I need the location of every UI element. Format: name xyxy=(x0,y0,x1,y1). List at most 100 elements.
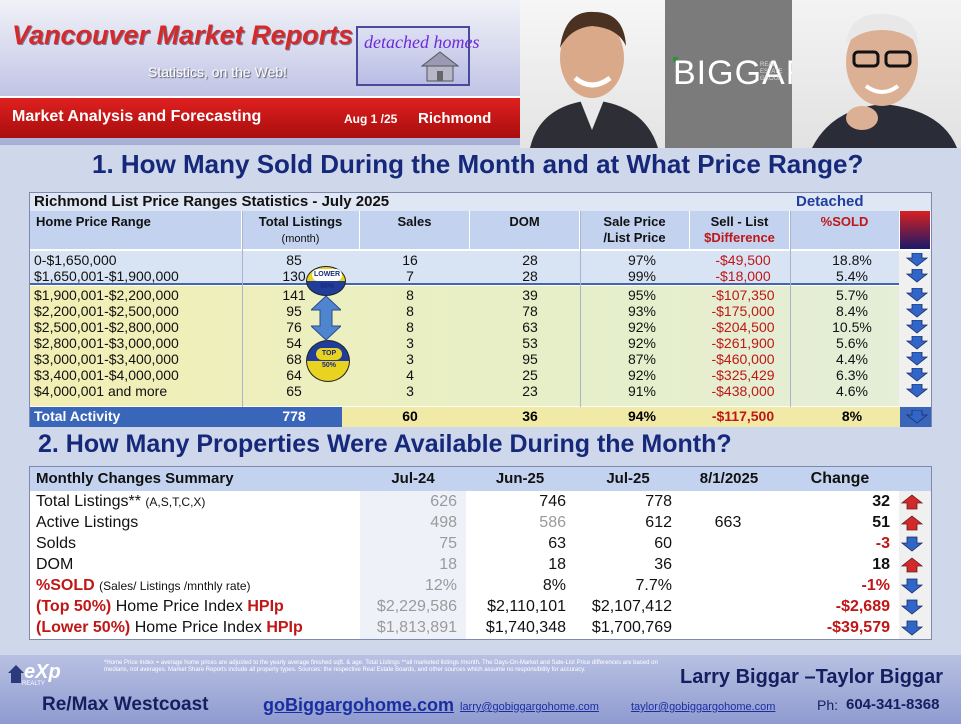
summary-row: Total Listings** (A,S,T,C,X) 626 746 778 32 xyxy=(30,492,931,513)
cell-c3: $2,107,412 xyxy=(591,598,672,615)
cell-ratio: 92% xyxy=(627,319,657,335)
cell-c1: 75 xyxy=(439,535,457,552)
cell-diff: -$460,000 xyxy=(711,351,775,367)
cell-change: -3 xyxy=(875,535,890,552)
col-header-diff: Sell - List $Difference xyxy=(690,211,790,249)
cell-diff: -$18,000 xyxy=(715,268,771,284)
cell-ratio: 97% xyxy=(627,252,657,268)
footer-disclaimer: *Home Price Index = average home prices … xyxy=(104,660,658,673)
col-header-aug: 8/1/2025 xyxy=(699,470,759,487)
total-label: Total Activity xyxy=(34,408,121,424)
email-larry-link[interactable]: larry@gobiggargohome.com xyxy=(460,701,599,713)
lower-50-band xyxy=(30,251,900,283)
summary-row-label: (Top 50%) Home Price Index HPIp xyxy=(36,598,284,616)
down-arrow-icon xyxy=(901,599,923,615)
cell-total: 130 xyxy=(282,268,306,284)
person-portrait-icon xyxy=(530,11,658,148)
up-down-arrow-icon xyxy=(311,296,341,340)
cell-dom: 53 xyxy=(522,335,538,351)
down-arrow-icon xyxy=(901,620,923,636)
lower-top-separator xyxy=(30,283,900,285)
header-banner: Vancouver Market Reports Statistics, on … xyxy=(0,0,520,145)
cell-dom: 23 xyxy=(522,383,538,399)
price-range-row: $2,200,001-$2,500,000 95 8 78 93% -$175,000 8.… xyxy=(30,303,900,319)
cell-sales: 8 xyxy=(406,319,414,335)
header-red-bar: Market Analysis and Forecasting Aug 1 /2… xyxy=(0,96,520,138)
logo-subtext: REAL ESTATE GROUP xyxy=(760,62,783,82)
price-range-row: $1,650,001-$1,900,000 130 7 28 99% -$18,000 5.… xyxy=(30,268,900,284)
cell-ratio: 92% xyxy=(627,335,657,351)
down-arrow-icon xyxy=(906,269,928,283)
cell-c2: $2,110,101 xyxy=(487,598,566,615)
cell-dom: 28 xyxy=(522,268,538,284)
report-city: Richmond xyxy=(418,110,492,127)
email-taylor-link[interactable]: taylor@gobiggargohome.com xyxy=(631,701,776,713)
cell-diff: -$107,350 xyxy=(711,287,775,303)
cell-total: 64 xyxy=(286,367,302,383)
cell-diff: -$175,000 xyxy=(711,303,775,319)
cell-range: $2,200,001-$2,500,000 xyxy=(34,303,179,319)
cell-range: $4,000,001 and more xyxy=(34,383,168,399)
cell-ratio: 87% xyxy=(627,351,657,367)
down-arrow-icon xyxy=(906,336,928,350)
cell-c2: 18 xyxy=(548,556,566,573)
row-label-hpi: HPIp xyxy=(266,619,303,636)
cell-range: $3,000,001-$3,400,000 xyxy=(34,351,179,367)
cell-total: 54 xyxy=(286,335,302,351)
up-arrow-icon xyxy=(901,515,923,531)
cell-total: 65 xyxy=(286,383,302,399)
row-label-hpi-text: Home Price Index xyxy=(134,619,262,636)
cell-ratio: 92% xyxy=(627,367,657,383)
price-range-row: $3,400,001-$4,000,000 64 4 25 92% -$325,429 6.… xyxy=(30,367,900,383)
up-arrow-icon xyxy=(901,557,923,573)
col-header-range-label: Home Price Range xyxy=(36,214,151,229)
row-label-note: (Sales/ Listings /mnthly rate) xyxy=(99,579,251,593)
cell-total: 141 xyxy=(282,287,306,303)
section2-title: 2. How Many Properties Were Available Du… xyxy=(38,430,732,458)
cell-change: 51 xyxy=(872,514,890,531)
house-icon xyxy=(420,51,460,82)
row-label-note: (A,S,T,C,X) xyxy=(145,495,206,509)
cell-dom: 39 xyxy=(522,287,538,303)
col-header-sales: Sales xyxy=(360,211,470,249)
cell-c1: $1,813,891 xyxy=(376,619,457,636)
col-header-change: Change xyxy=(810,470,870,487)
summary-row-label: DOM xyxy=(36,556,73,574)
table-caption-title: Richmond List Price Ranges Statistics - … xyxy=(34,193,390,210)
down-arrow-icon xyxy=(906,352,928,366)
cell-sales: 16 xyxy=(402,252,418,268)
cell-c3: 36 xyxy=(654,556,672,573)
website-link[interactable]: goBiggargohome.com xyxy=(263,695,455,715)
down-arrow-icon xyxy=(901,578,923,594)
price-range-table: Richmond List Price Ranges Statistics - … xyxy=(29,192,932,427)
col-header-ratio: Sale Price/List Price xyxy=(580,211,690,249)
down-arrow-icon xyxy=(906,320,928,334)
footer: eXp REALTY *Home Price Index = average h… xyxy=(0,655,961,724)
row-label-main: Total Listings** xyxy=(36,493,141,510)
total-ratio: 94% xyxy=(627,408,657,424)
phone-number: 604-341-8368 xyxy=(846,696,940,713)
cell-dom: 95 xyxy=(522,351,538,367)
col-header-total: Total Listings (month) xyxy=(242,211,360,249)
exp-logo: eXp xyxy=(24,661,61,683)
agent-photo-taylor xyxy=(520,0,665,148)
cell-c1: 498 xyxy=(430,514,457,531)
cell-ratio: 99% xyxy=(627,268,657,284)
col-header-ratio-sub: /List Price xyxy=(603,230,666,245)
col-header-jun25: Jun-25 xyxy=(495,470,545,487)
col-header-jul24: Jul-24 xyxy=(391,470,435,487)
cell-c2: $1,740,348 xyxy=(485,619,566,636)
cell-dom: 25 xyxy=(522,367,538,383)
cell-change: -$39,579 xyxy=(826,619,890,636)
exp-house-icon xyxy=(8,665,24,683)
cell-sales: 7 xyxy=(406,268,414,284)
down-arrow-icon xyxy=(906,410,928,424)
down-arrow-icon xyxy=(901,536,923,552)
cell-dom: 63 xyxy=(522,319,538,335)
cell-c3: 7.7% xyxy=(635,577,672,594)
cell-pct: 5.7% xyxy=(836,287,868,303)
cell-change: 18 xyxy=(872,556,890,573)
row-label-hpi-text: Home Price Index xyxy=(115,598,243,615)
cell-change: -$2,689 xyxy=(835,598,890,615)
cell-c1: 12% xyxy=(424,577,457,594)
